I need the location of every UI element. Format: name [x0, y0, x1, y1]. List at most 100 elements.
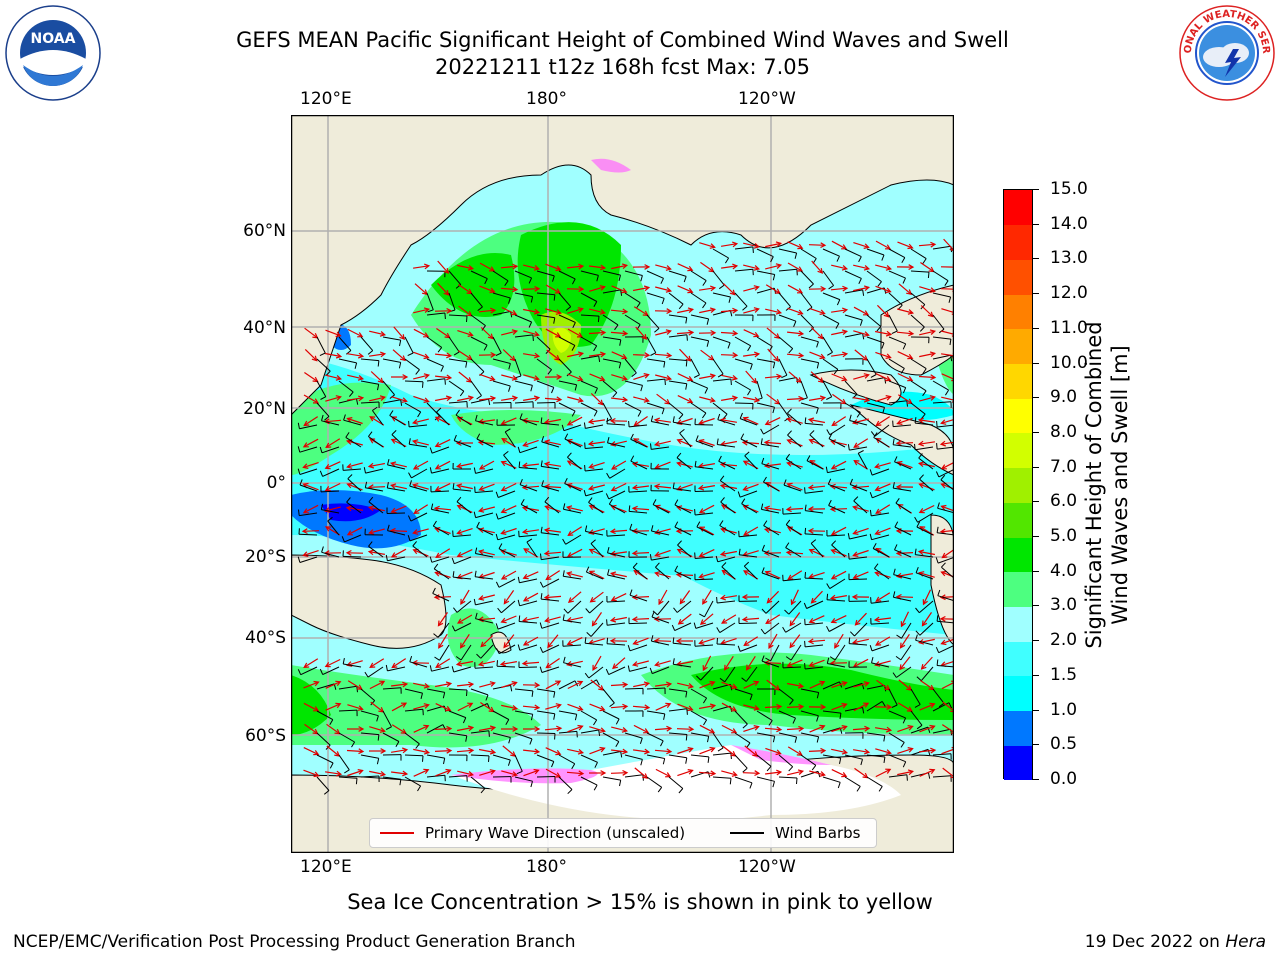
wind-barb: [778, 732, 797, 738]
wave-direction-arrow: [922, 612, 932, 626]
wind-barb: [917, 512, 934, 523]
wave-direction-arrowhead: [633, 420, 640, 427]
wind-barb-feather: [950, 355, 953, 362]
wind-barb: [542, 578, 560, 588]
wind-barb-feather: [847, 533, 850, 540]
wind-barb-feather: [324, 416, 330, 421]
wave-direction-arrow: [304, 327, 318, 339]
wind-barb: [404, 754, 424, 757]
wind-barb-feather: [429, 467, 432, 474]
wind-barb-feather: [530, 385, 533, 392]
wave-direction-arrowhead: [776, 373, 783, 380]
wind-barb-feather: [772, 274, 776, 281]
wind-barb-feather: [345, 432, 350, 438]
wind-barb-feather: [936, 443, 938, 450]
wind-barb: [888, 710, 906, 719]
wave-direction-arrowhead: [545, 662, 552, 669]
wind-barb-feather: [772, 362, 776, 369]
wind-barb: [470, 754, 490, 757]
wave-direction-arrow: [347, 526, 363, 536]
wave-direction-arrowhead: [533, 308, 541, 315]
wind-barb-feather: [715, 555, 719, 562]
wind-barb-feather: [654, 328, 660, 333]
wave-direction-arrowhead: [335, 680, 342, 687]
wind-barb: [541, 622, 560, 629]
wind-barb: [514, 401, 534, 404]
wave-direction-arrowhead: [445, 681, 453, 688]
wave-direction-arrowhead: [886, 704, 893, 711]
wave-direction-arrowhead: [587, 485, 595, 491]
footer-credit: NCEP/EMC/Verification Post Processing Pr…: [13, 932, 576, 952]
wave-direction-arrowhead: [798, 703, 805, 710]
wave-direction-arrow: [698, 704, 716, 710]
wave-direction-arrowhead: [489, 681, 496, 687]
wave-direction-arrowhead: [631, 616, 638, 623]
wave-direction-arrowhead: [906, 289, 913, 296]
wind-barb-feather: [341, 536, 345, 543]
wind-barb: [800, 402, 819, 409]
wind-barb-feather: [320, 503, 324, 510]
wind-barb: [888, 688, 898, 706]
wave-direction-arrowhead: [687, 683, 695, 689]
wind-barb-feather: [481, 325, 486, 331]
wind-barb: [873, 437, 890, 448]
wind-barb: [893, 596, 912, 602]
wind-barb-feather: [849, 478, 853, 485]
wave-direction-arrow: [699, 747, 715, 755]
wave-direction-arrow: [810, 371, 824, 383]
wave-direction-arrow: [831, 769, 847, 777]
wave-direction-arrow: [654, 640, 672, 642]
wave-direction-arrowhead: [445, 395, 453, 402]
wave-direction-arrow: [589, 747, 605, 755]
wind-barb-feather: [574, 680, 579, 687]
wave-direction-arrow: [699, 308, 715, 314]
wind-barb: [938, 644, 954, 654]
wave-direction-arrowhead: [368, 529, 375, 535]
wave-direction-arrow: [523, 374, 539, 380]
wave-direction-arrow: [633, 438, 649, 448]
wind-barb: [651, 530, 670, 536]
wind-barb-feather: [661, 408, 665, 415]
wave-direction-arrowhead: [500, 486, 507, 492]
wave-direction-arrowhead: [786, 526, 793, 532]
wind-barb: [585, 446, 604, 449]
wave-direction-arrow: [347, 353, 363, 357]
wind-barb-feather: [869, 533, 873, 540]
wave-direction-arrowhead: [643, 285, 651, 292]
wave-direction-arrowhead: [665, 702, 672, 709]
wave-direction-arrow: [434, 596, 452, 598]
wave-direction-arrowhead: [609, 637, 616, 644]
wind-barb-feather: [679, 429, 685, 434]
wave-direction-arrowhead: [555, 680, 562, 686]
wind-barb: [367, 666, 384, 678]
wave-direction-arrowhead: [819, 309, 826, 315]
wind-barb: [602, 289, 621, 294]
wind-barb: [580, 355, 599, 360]
wind-barb-feather: [720, 497, 725, 503]
wave-direction-arrow: [635, 326, 647, 340]
wind-barb: [696, 526, 714, 536]
wind-barb: [740, 418, 758, 426]
wind-barb: [712, 358, 724, 375]
wave-direction-arrowhead: [920, 663, 927, 670]
wave-direction-arrow: [941, 396, 954, 401]
wave-direction-arrowhead: [754, 770, 761, 777]
wave-direction-arrow: [852, 485, 870, 489]
wind-barb: [606, 423, 626, 426]
wind-barb-feather: [707, 756, 710, 763]
wave-direction-arrowhead: [335, 375, 343, 381]
wave-direction-arrow: [743, 704, 759, 710]
wind-barb-feather: [914, 704, 921, 708]
wave-direction-arrowhead: [731, 374, 739, 381]
wind-barb-feather: [508, 297, 511, 304]
wind-barb-feather: [628, 420, 630, 427]
wave-direction-arrowhead: [402, 681, 409, 688]
wave-direction-arrowhead: [556, 374, 563, 380]
wind-barb: [761, 508, 780, 514]
wind-barb: [827, 663, 846, 668]
wind-barb: [316, 683, 335, 690]
wind-barb: [937, 507, 954, 514]
wind-barb-feather: [738, 548, 741, 555]
wind-barb: [316, 776, 330, 791]
wind-barb: [498, 644, 516, 655]
